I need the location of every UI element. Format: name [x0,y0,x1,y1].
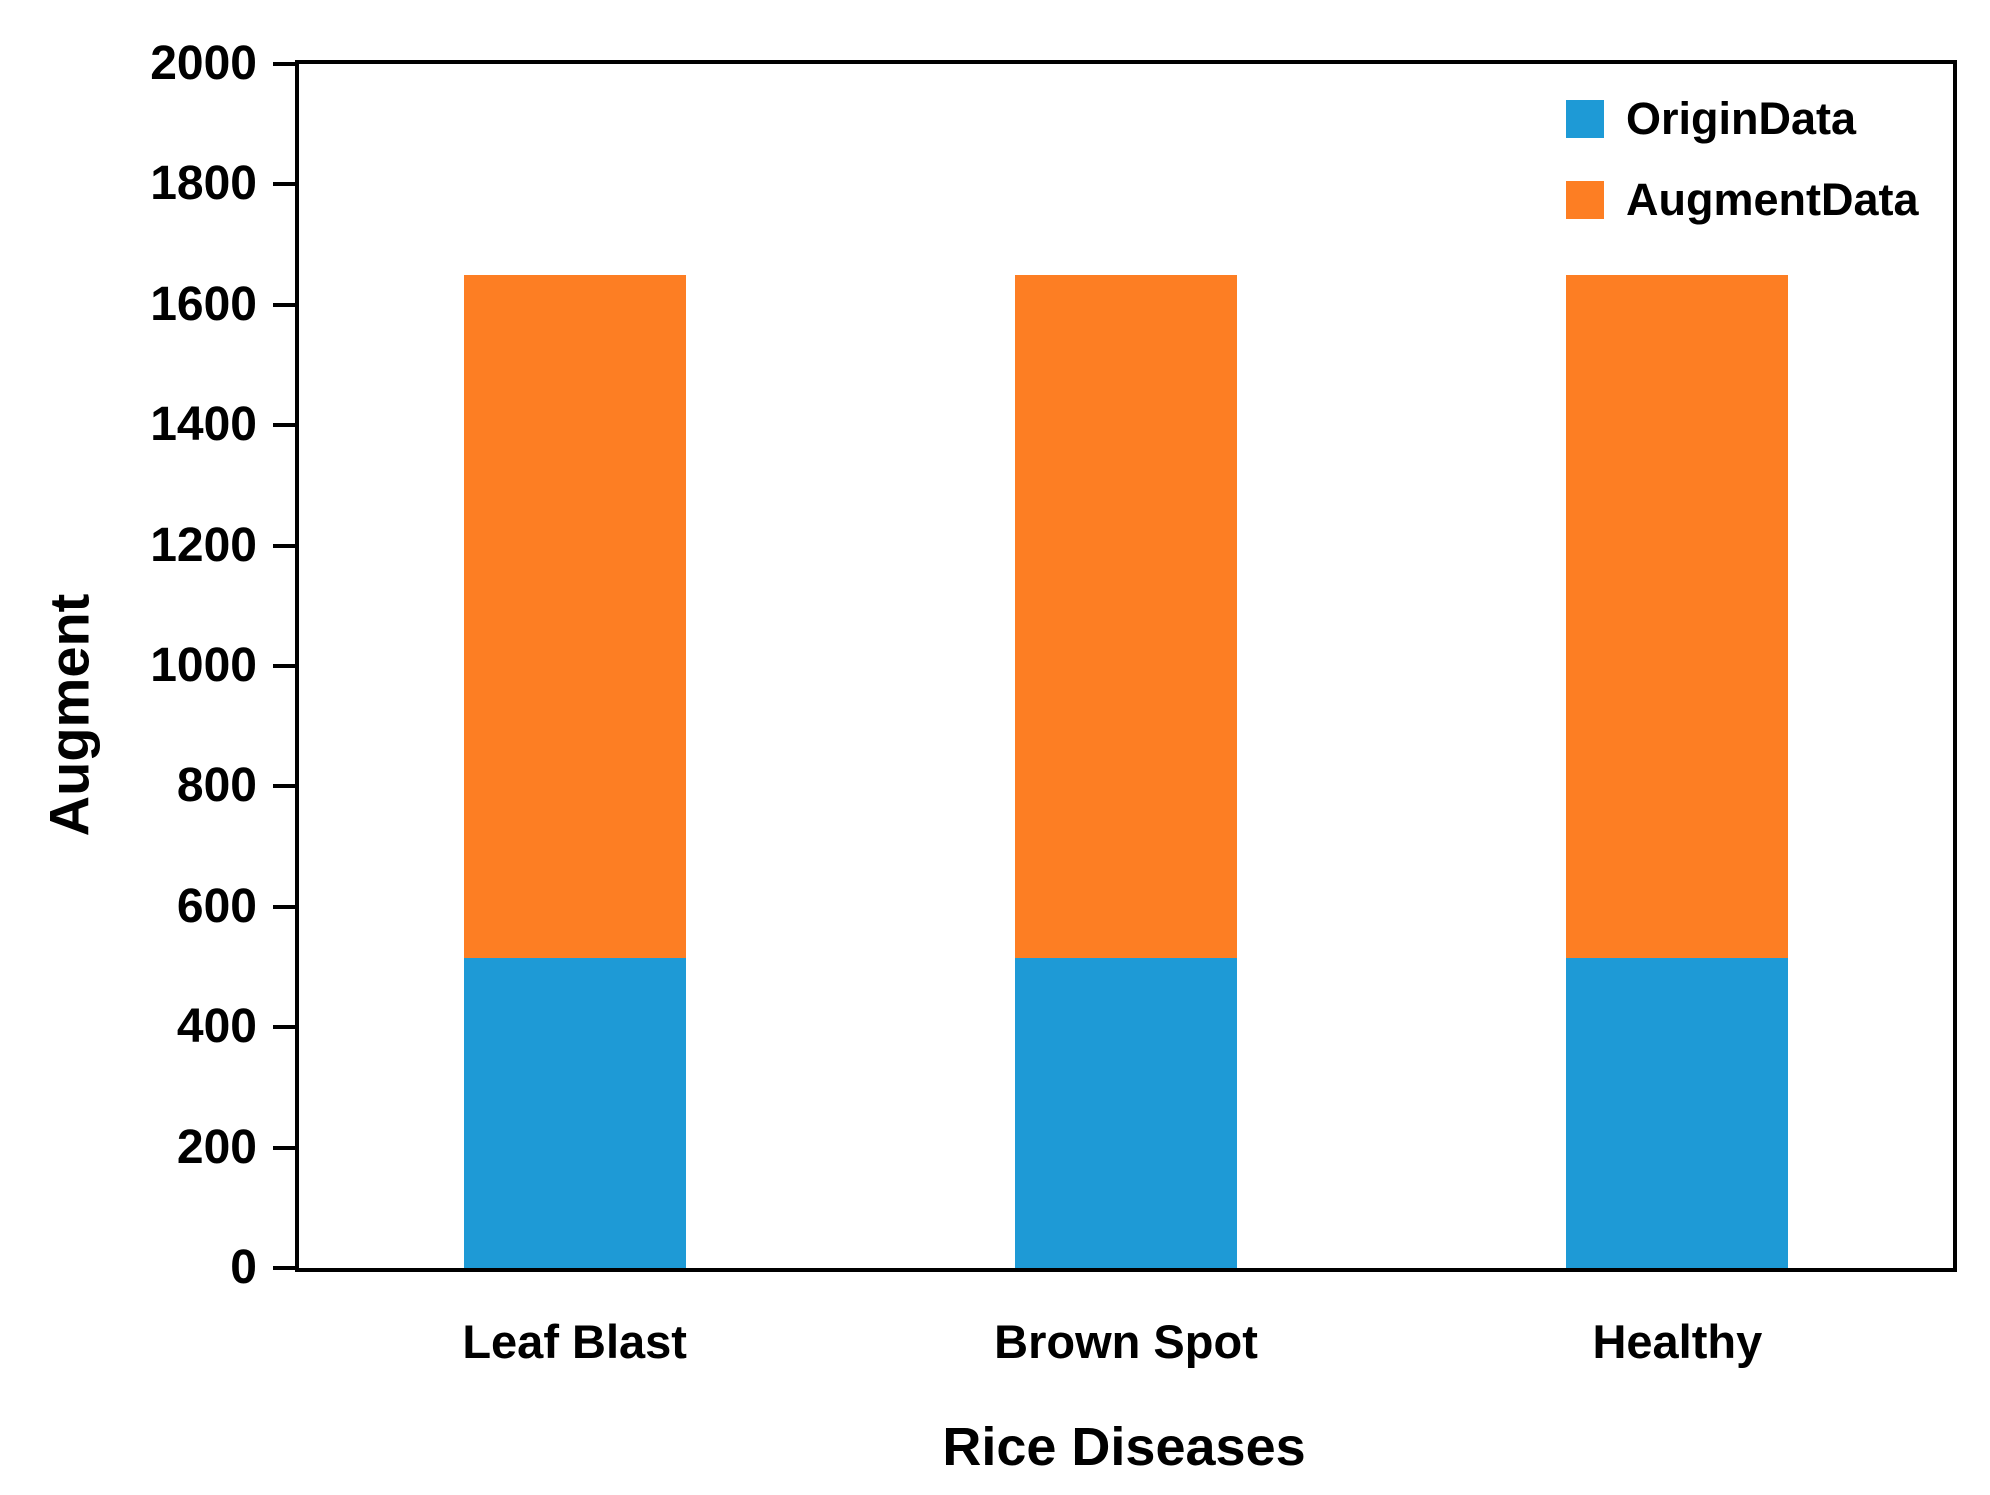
y-axis-tick-label: 1000 [150,639,257,692]
bar-segment-origindata-leaf-blast [463,957,686,1268]
x-axis-title: Rice Diseases [942,1417,1306,1477]
legend-label: OriginData [1626,93,1857,144]
bar-segment-origindata-brown-spot [1015,957,1237,1268]
y-axis-tick [273,182,297,187]
y-axis-tick [273,904,297,909]
y-axis-tick-label: 400 [176,1000,257,1054]
y-axis-tick [273,784,297,789]
y-axis-tick-label: 2000 [150,37,257,90]
x-category-label: Healthy [1592,1315,1763,1368]
legend-label: AugmentData [1626,174,1919,225]
bar-segment-augmentdata-brown-spot [1015,274,1237,958]
y-axis-tick-label: 800 [176,759,257,813]
y-axis-tick [273,664,297,668]
y-axis-tick [273,543,297,548]
y-axis-tick [273,423,297,428]
legend: OriginData AugmentData [1566,96,1919,222]
y-axis-tick [273,1266,297,1270]
x-category-label: Brown Spot [994,1315,1258,1368]
x-category-label: Leaf Blast [462,1315,687,1368]
bar-segment-origindata-healthy [1566,957,1789,1268]
bar-segment-augmentdata-leaf-blast [463,274,686,958]
y-axis-tick-label: 600 [176,879,257,933]
y-axis-tick-label: 1800 [150,157,257,211]
legend-item: OriginData [1566,96,1919,141]
y-axis-tick [273,1025,297,1030]
y-axis-tick [273,1145,297,1150]
y-axis-tick-label: 1400 [150,398,257,452]
legend-item: AugmentData [1566,177,1919,222]
bar-segment-augmentdata-healthy [1566,274,1789,958]
y-axis-tick-label: 1200 [150,518,257,572]
legend-swatch-icon [1566,180,1604,219]
y-axis-tick [273,302,297,307]
y-axis-tick [273,62,297,66]
y-axis-tick-label: 1600 [150,277,257,331]
y-axis-tick-label: 200 [176,1120,257,1174]
y-axis-tick-label: 0 [230,1241,257,1294]
legend-swatch-icon [1566,99,1604,138]
